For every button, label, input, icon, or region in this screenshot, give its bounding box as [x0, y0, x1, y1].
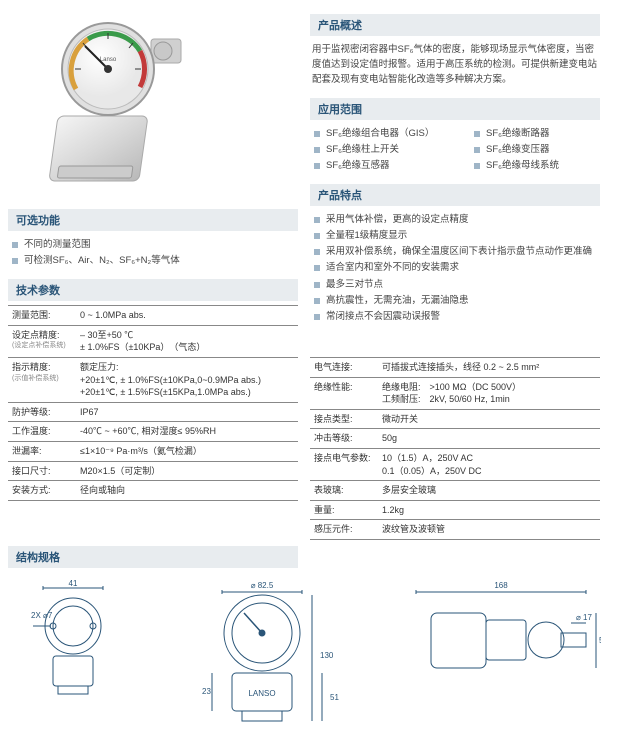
list-item: SF₆绝缘组合电器（GIS）	[314, 126, 440, 142]
spec-value: 多层安全玻璃	[378, 481, 600, 501]
list-item: 采用双补偿系统，确保全温度区间下表计指示盘节点动作更准确	[314, 244, 600, 260]
diagram-top: 168 ⌀ 17 55	[401, 578, 601, 698]
product-image: Lanso	[8, 8, 208, 203]
spec-label: 泄漏率:	[8, 442, 76, 462]
spec-label: 冲击等级:	[310, 429, 378, 449]
spec-value: 绝缘电阻: >100 MΩ（DC 500V） 工频耐压: 2kV, 50/60 …	[378, 377, 600, 409]
optional-header: 可选功能	[8, 209, 298, 231]
diagram-side: ⌀ 82.5 LANSO 130 51 23	[172, 578, 352, 728]
spec-label: 绝缘性能:	[310, 377, 378, 409]
applications-col1: SF₆绝缘组合电器（GIS） SF₆绝缘柱上开关 SF₆绝缘互感器	[310, 124, 440, 178]
tech-table: 测量范围:0 ~ 1.0MPa abs.设定点精度:(设定点补偿系统)– 30至…	[8, 305, 298, 501]
spec-label: 设定点精度:(设定点补偿系统)	[8, 325, 76, 357]
applications-col2: SF₆绝缘断路器 SF₆绝缘变压器 SF₆绝缘母线系统	[470, 124, 600, 178]
list-item: 高抗震性，无需充油，无漏油隐患	[314, 293, 600, 309]
overview-header: 产品概述	[310, 14, 600, 36]
svg-text:130: 130	[320, 651, 334, 660]
spec-value: 额定压力: +20±1℃, ± 1.0%FS(±10KPa,0~0.9MPa a…	[76, 358, 298, 403]
list-item: SF₆绝缘变压器	[474, 142, 600, 158]
spec-label: 防护等级:	[8, 402, 76, 422]
features-header: 产品特点	[310, 184, 600, 206]
spec-value: 可插拔式连接插头，线径 0.2 ~ 2.5 mm²	[378, 357, 600, 377]
spec-value: 径向或轴向	[76, 481, 298, 501]
spec-label: 接口尺寸:	[8, 461, 76, 481]
optional-list: 不同的测量范围 可检测SF₆、Air、N₂、SF₆+N₂等气体	[8, 235, 298, 273]
tech-header: 技术参数	[8, 279, 298, 301]
svg-text:⌀ 17: ⌀ 17	[576, 613, 592, 622]
right-column: 产品概述 用于监视密闭容器中SF₆气体的密度，能够现场显示气体密度，当密度值达到…	[310, 8, 600, 540]
spec-label: 电气连接:	[310, 357, 378, 377]
diagrams-row: 41 2X ⌀7 ⌀ 82.5 LANSO 130 51 23 168	[8, 578, 616, 728]
spec-label: 表玻璃:	[310, 481, 378, 501]
list-item: 适合室内和室外不同的安装需求	[314, 260, 600, 276]
spec-value: 10（1.5）A，250V AC 0.1（0.05）A，250V DC	[378, 448, 600, 480]
list-item: 全量程1级精度显示	[314, 228, 600, 244]
svg-text:23: 23	[202, 687, 211, 696]
spec-label: 接点电气参数:	[310, 448, 378, 480]
spec-label: 测量范围:	[8, 306, 76, 326]
spec-value: 微动开关	[378, 409, 600, 429]
spec-value: IP67	[76, 402, 298, 422]
applications-header: 应用范围	[310, 98, 600, 120]
svg-text:41: 41	[68, 579, 77, 588]
svg-text:2X ⌀7: 2X ⌀7	[31, 611, 53, 620]
list-item: 常闭接点不会因震动误报警	[314, 309, 600, 325]
spec-value: 1.2kg	[378, 500, 600, 520]
spec-value: – 30至+50 ℃ ± 1.0%FS（±10KPa） （气态）	[76, 325, 298, 357]
spec-label: 工作温度:	[8, 422, 76, 442]
svg-text:168: 168	[495, 581, 509, 590]
list-item: 采用气体补偿，更高的设定点精度	[314, 212, 600, 228]
list-item: SF₆绝缘断路器	[474, 126, 600, 142]
list-item: SF₆绝缘母线系统	[474, 158, 600, 174]
list-item: 可检测SF₆、Air、N₂、SF₆+N₂等气体	[12, 253, 298, 269]
structure-header: 结构规格	[8, 546, 298, 568]
svg-text:⌀ 82.5: ⌀ 82.5	[251, 581, 274, 590]
list-item: 最多三对节点	[314, 277, 600, 293]
spec-label: 指示精度:(示值补偿系统)	[8, 358, 76, 403]
spec-value: 波纹管及波顿管	[378, 520, 600, 540]
spec-value: 50g	[378, 429, 600, 449]
svg-text:LANSO: LANSO	[248, 689, 275, 698]
left-column: Lanso 可选功能 不同的测量范围 可检测SF₆、Air、N₂、SF₆+N₂等…	[8, 8, 298, 540]
spec-label: 重量:	[310, 500, 378, 520]
list-item: SF₆绝缘互感器	[314, 158, 440, 174]
svg-text:55: 55	[599, 636, 601, 645]
svg-text:51: 51	[330, 693, 339, 702]
spec-value: M20×1.5（可定制）	[76, 461, 298, 481]
spec-label: 安装方式:	[8, 481, 76, 501]
spec-label: 感压元件:	[310, 520, 378, 540]
list-item: SF₆绝缘柱上开关	[314, 142, 440, 158]
overview-text: 用于监视密闭容器中SF₆气体的密度，能够现场显示气体密度，当密度值达到设定值时报…	[310, 40, 600, 92]
spec-value: ≤1×10⁻⁹ Pa·m³/s（氦气检漏）	[76, 442, 298, 462]
spec-value: 0 ~ 1.0MPa abs.	[76, 306, 298, 326]
features-list: 采用气体补偿，更高的设定点精度 全量程1级精度显示 采用双补偿系统，确保全温度区…	[310, 210, 600, 329]
spec-value: -40℃ ~ +60℃, 相对湿度≤ 95%RH	[76, 422, 298, 442]
tech2-table: 电气连接:可插拔式连接插头，线径 0.2 ~ 2.5 mm²绝缘性能:绝缘电阻:…	[310, 357, 600, 540]
diagram-front: 41 2X ⌀7	[23, 578, 123, 698]
spec-label: 接点类型:	[310, 409, 378, 429]
list-item: 不同的测量范围	[12, 237, 298, 253]
